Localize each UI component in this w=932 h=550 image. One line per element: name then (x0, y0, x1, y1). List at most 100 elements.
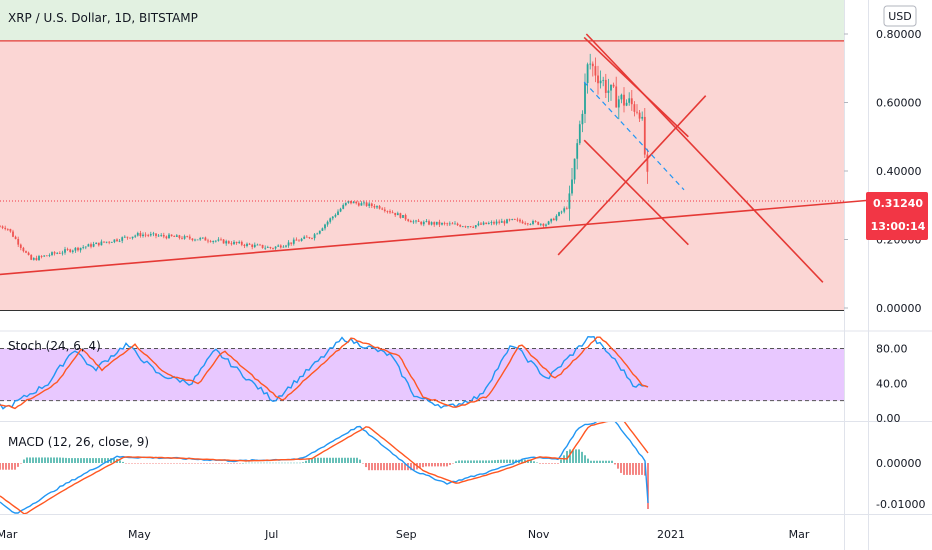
macd-histogram-bar (287, 462, 289, 464)
candle-body (571, 179, 573, 194)
macd-histogram-bar (368, 463, 370, 471)
macd-histogram-bar (296, 462, 298, 464)
macd-tick-label: -0.01000 (876, 498, 925, 511)
candle-body (290, 242, 293, 244)
macd-histogram-bar (494, 460, 496, 463)
candle-body (337, 211, 339, 215)
macd-histogram-bar (608, 460, 610, 463)
candle-body (186, 236, 189, 237)
candle-body (612, 84, 615, 87)
candle-body (316, 233, 319, 235)
candle-body (500, 221, 503, 223)
candle-body (227, 241, 230, 244)
macd-histogram-bar (599, 460, 601, 463)
candle-body (235, 241, 238, 244)
macd-histogram-bar (233, 463, 235, 464)
macd-histogram-bar (89, 458, 91, 463)
candle-body (584, 83, 586, 114)
candle-body (526, 223, 529, 225)
macd-histogram-bar (446, 463, 448, 467)
candle-body (487, 223, 490, 225)
candle-body (134, 235, 137, 237)
candle-body (311, 238, 313, 239)
candle-body (495, 221, 498, 224)
macd-histogram-bar (5, 463, 7, 470)
macd-histogram-bar (371, 463, 373, 471)
macd-histogram-bar (212, 463, 214, 464)
macd-histogram-bar (158, 463, 160, 464)
candle-body (480, 223, 482, 225)
macd-histogram-bar (380, 463, 382, 471)
candle-body (126, 236, 129, 238)
candle-body (4, 227, 7, 229)
macd-histogram-bar (83, 458, 85, 463)
candle-body (118, 240, 121, 242)
candle-body (22, 247, 25, 252)
candle-body (272, 248, 274, 249)
macd-histogram-bar (326, 457, 328, 463)
candle-body (459, 225, 462, 227)
candle-body (35, 258, 38, 261)
macd-histogram-bar (365, 463, 367, 468)
stoch-tick-label: 80.00 (876, 343, 908, 356)
candle-body (12, 231, 14, 237)
candle-body (14, 236, 17, 239)
candle-body (97, 242, 100, 246)
candle-body (558, 212, 560, 216)
candle-body (0, 226, 1, 228)
macd-histogram-bar (383, 463, 385, 471)
macd-histogram-bar (47, 457, 49, 463)
candle-body (373, 205, 376, 208)
candle-body (27, 252, 30, 255)
macd-histogram-bar (173, 463, 175, 464)
macd-histogram-bar (422, 463, 424, 468)
candle-body (285, 245, 287, 247)
macd-histogram-bar (164, 463, 166, 464)
candle-body (261, 244, 264, 248)
macd-histogram-bar (209, 463, 211, 464)
candle-body (66, 249, 69, 251)
candle-body (144, 234, 147, 236)
macd-histogram-bar (572, 449, 574, 463)
candle-body (602, 79, 605, 81)
candle-body (435, 221, 438, 225)
macd-histogram-bar (398, 463, 400, 471)
candle-body (95, 242, 98, 245)
trend-line (0, 199, 871, 276)
currency-button[interactable]: USD (883, 5, 917, 27)
macd-histogram-bar (557, 463, 559, 464)
candle-body (417, 220, 420, 222)
candle-body (370, 203, 373, 206)
macd-histogram-bar (449, 463, 451, 465)
macd-histogram-bar (188, 463, 190, 464)
macd-histogram-bar (20, 463, 22, 464)
macd-histogram-bar (278, 462, 280, 464)
candle-body (643, 116, 646, 155)
candle-body (238, 241, 241, 244)
candle-body (532, 221, 534, 224)
candle-body (274, 246, 277, 249)
macd-histogram-bar (191, 463, 193, 464)
macd-histogram-bar (2, 463, 4, 470)
candle-body (545, 224, 547, 226)
macd-histogram-bar (200, 463, 202, 464)
macd-histogram-bar (542, 463, 544, 464)
candle-body (152, 233, 155, 235)
candle-body (490, 222, 493, 224)
macd-histogram-bar (554, 463, 556, 464)
candle-body (45, 255, 48, 257)
currency-label: USD (888, 10, 912, 23)
macd-histogram-bar (548, 463, 550, 464)
candle-body (409, 220, 412, 223)
macd-histogram-bar (290, 462, 292, 464)
macd-histogram-bar (485, 460, 487, 463)
macd-histogram-bar (134, 463, 136, 464)
candle-body (225, 241, 228, 244)
profit-zone (0, 0, 844, 41)
macd-tick-label: 0.00000 (876, 457, 922, 470)
candle-body (368, 203, 371, 206)
macd-histogram-bar (596, 460, 598, 463)
macd-histogram-bar (197, 463, 199, 464)
macd-histogram-bar (647, 463, 649, 509)
